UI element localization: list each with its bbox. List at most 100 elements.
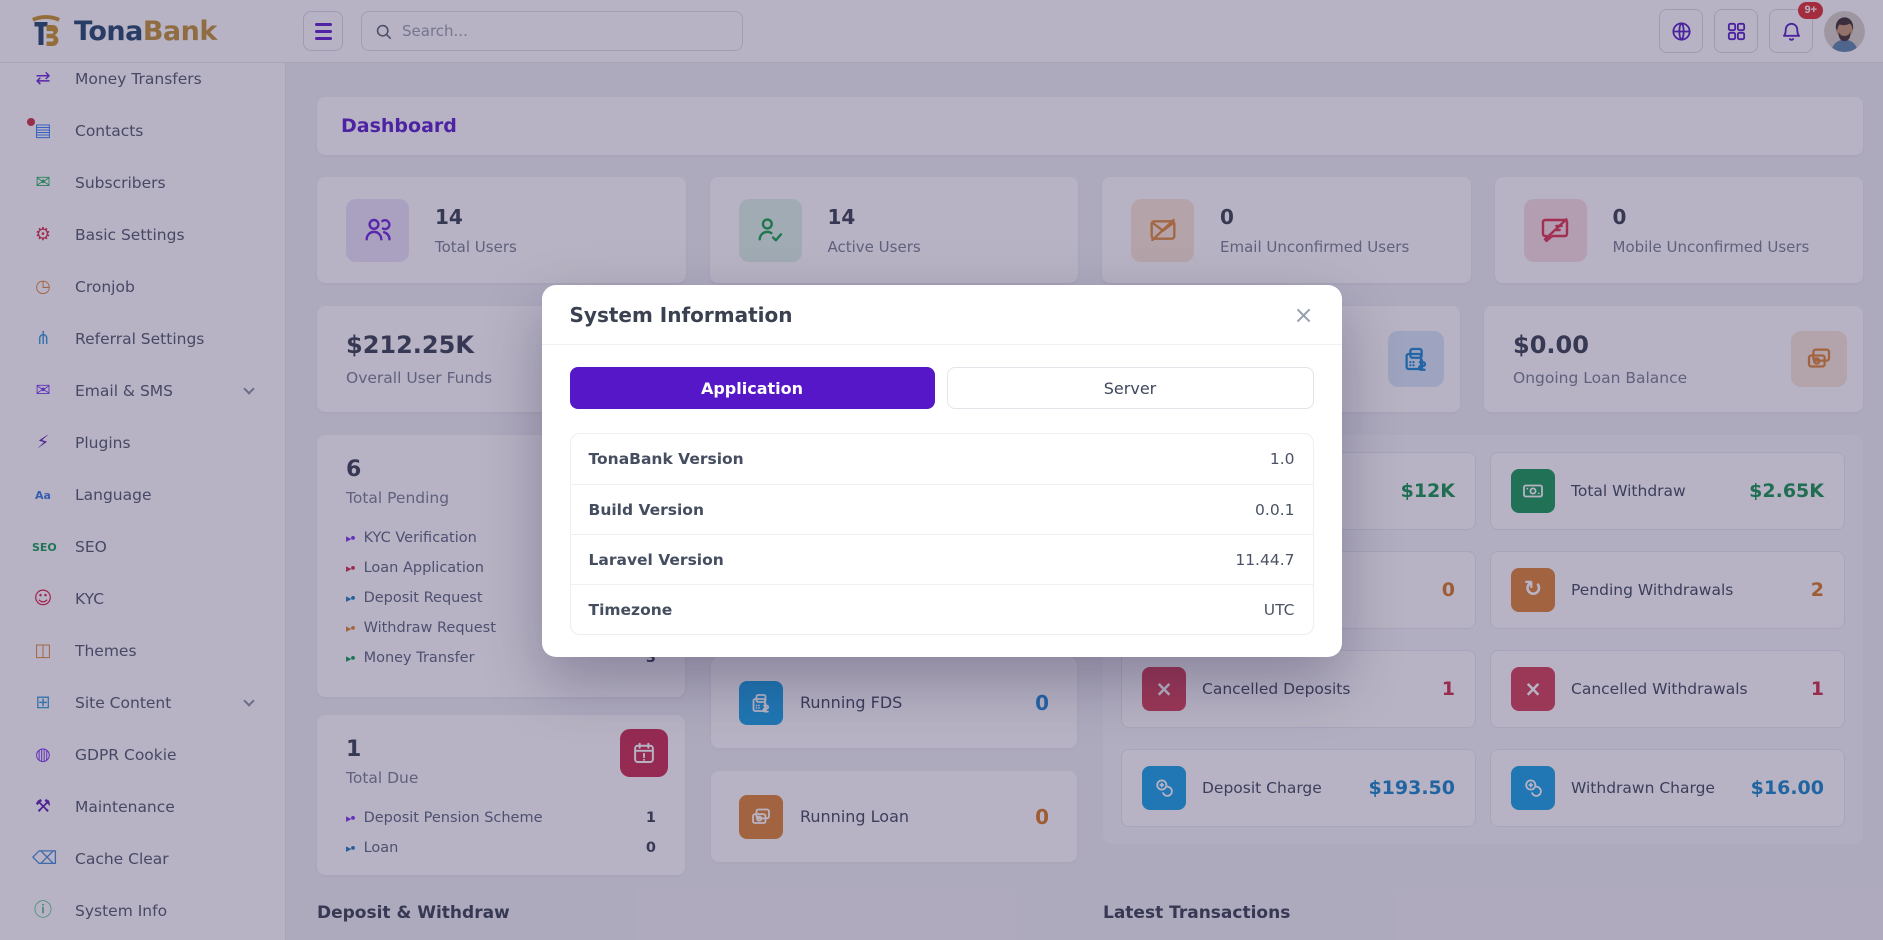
sidebar-item-themes[interactable]: ◫ Themes [0,625,285,677]
system-info-value: UTC [1263,600,1295,619]
system-info-row: Build Version 0.0.1 [570,484,1313,534]
brand-logo[interactable]: TonaBank [0,9,286,53]
list-item-value: 3 [645,650,656,666]
refresh-icon: ↻ [1511,568,1555,612]
section-headings-row: Deposit & Withdraw Latest Transactions [317,903,1863,923]
stat-label: Active Users [827,237,921,256]
search-box[interactable] [361,11,743,51]
tab-server[interactable]: Server [946,367,1314,409]
brand-name: TonaBank [74,15,217,47]
language-icon: Aa [35,488,51,502]
stat-card: 14 Total Users [317,177,686,283]
stat-value: 0 [1612,204,1627,229]
contacts-icon: ▤ [27,118,54,140]
sidebar-item-system-info[interactable]: ⓘ System Info [0,885,285,937]
sidebar-item-money-transfers[interactable]: ⇄ Money Transfers [0,63,285,105]
ongoing-loan-balance-label: Ongoing Loan Balance [1513,369,1688,387]
notification-count-badge: 9+ [1798,2,1823,19]
list-item-label: KYC Verification [363,530,477,546]
notifications-button[interactable]: 9+ [1769,2,1823,53]
list-item: ▸• Loan Application [346,553,656,583]
stat-value: 14 [435,204,463,229]
wallet-icon [739,794,783,839]
system-info-label: TonaBank Version [588,450,744,468]
system-info-label: Build Version [588,500,705,519]
sidebar-item-label: Language [75,486,152,504]
money-icon [1511,469,1555,513]
list-item-label: Deposit Request [363,590,483,606]
summary-card-label: Cancelled Deposits [1202,680,1351,698]
pending-bullet-icon: ▸• [346,651,356,665]
system-info-label: Laravel Version [588,550,724,569]
stat-value: 14 [827,204,856,229]
summary-card-value: $12K [1400,480,1455,502]
sidebar-item-kyc[interactable]: ☺ KYC [0,573,285,625]
sidebar-item-site-content[interactable]: ⊞ Site Content [0,677,285,729]
list-item: ▸• Money Transfer 3 [346,643,656,673]
sidebar-item-seo[interactable]: SEO SEO [0,521,285,573]
sidebar-item-subscribers[interactable]: ✉ Subscribers [0,157,285,209]
sidebar-item-label: Referral Settings [75,330,205,348]
apps-menu-button[interactable] [1714,9,1758,53]
system-info-value: 0.0.1 [1255,500,1295,519]
sidebar-item-contacts[interactable]: ▤ Contacts [0,105,285,157]
system-info-value: 1.0 [1269,450,1295,468]
sidebar-item-label: Subscribers [75,174,166,192]
sidebar-item-maintenance[interactable]: ⚒ Maintenance [0,781,285,833]
stat-card: 14 Active Users [709,177,1078,283]
latest-transactions-heading: Latest Transactions [1103,903,1291,923]
system-info-row: Timezone UTC [570,584,1313,634]
sidebar-item-basic-settings[interactable]: ⚙ Basic Settings [0,209,285,261]
site-content-icon: ⊞ [35,692,51,713]
sidebar: ⇄ Money Transfers ▤ Contacts ✉ Subscribe… [0,63,286,940]
top-header: TonaBank 9+ [0,0,1883,63]
list-item: ▸• KYC Verification [346,523,656,553]
sidebar-item-language[interactable]: Aa Language [0,469,285,521]
summary-card-value: 1 [1441,678,1455,700]
total-pending-value: 6 [346,457,362,482]
search-input[interactable] [402,22,730,40]
list-item-value: 0 [645,840,656,856]
total-due-card: 1 Total Due ▸• Deposit Pension Scheme 1 … [317,715,685,875]
overall-user-funds-value: $212.25K [346,331,474,359]
list-item-value: 1 [645,810,656,826]
sidebar-item-label: Email & SMS [75,382,173,400]
language-globe-button[interactable] [1659,9,1703,53]
ongoing-loan-balance-value: $0.00 [1513,331,1589,359]
list-item-label: Loan Application [363,560,484,576]
themes-icon: ◫ [34,640,52,661]
summary-card-label: Withdrawn Charge [1571,779,1715,797]
summary-card-value: 1 [1810,678,1824,700]
sidebar-item-referral-settings[interactable]: ⋔ Referral Settings [0,313,285,365]
maintenance-wrench-icon: ⚒ [34,796,52,817]
list-item-label: Loan [363,840,399,856]
running-card-value: 0 [1035,804,1049,829]
plugins-icon: ⚡ [36,432,50,453]
modal-body: Application Server TonaBank Version 1.0 … [542,345,1342,657]
sidebar-item-cache-clear[interactable]: ⌫ Cache Clear [0,833,285,885]
page-title: Dashboard [341,115,457,137]
sidebar-item-plugins[interactable]: ⚡ Plugins [0,417,285,469]
summary-card-value: $16.00 [1750,777,1824,799]
system-info-value: 11.44.7 [1235,550,1295,569]
sidebar-item-label: Site Content [75,694,172,712]
sidebar-item-gdpr-cookie[interactable]: ◍ GDPR Cookie [0,729,285,781]
users-icon [346,198,409,262]
tab-application[interactable]: Application [569,367,935,409]
user-avatar[interactable] [1824,10,1865,52]
sidebar-item-cronjob[interactable]: ◷ Cronjob [0,261,285,313]
list-item-label: Deposit Pension Scheme [363,810,543,826]
list-item-label: Money Transfer [363,650,475,666]
email-sms-icon: ✉ [35,380,51,401]
list-item: ▸• Deposit Pension Scheme 1 [346,803,656,833]
header-actions: 9+ [1659,2,1883,53]
total-due-label: Total Due [346,769,419,787]
sidebar-toggle-button[interactable] [303,11,343,51]
close-icon[interactable]: × [1290,301,1318,329]
cache-clear-icon: ⌫ [32,848,58,869]
system-info-row: TonaBank Version 1.0 [571,434,1313,484]
globe-icon [1671,21,1691,41]
settings-gear-icon: ⚙ [34,224,52,245]
sidebar-item-email-sms[interactable]: ✉ Email & SMS [0,365,285,417]
email-slash-icon [1131,198,1194,262]
